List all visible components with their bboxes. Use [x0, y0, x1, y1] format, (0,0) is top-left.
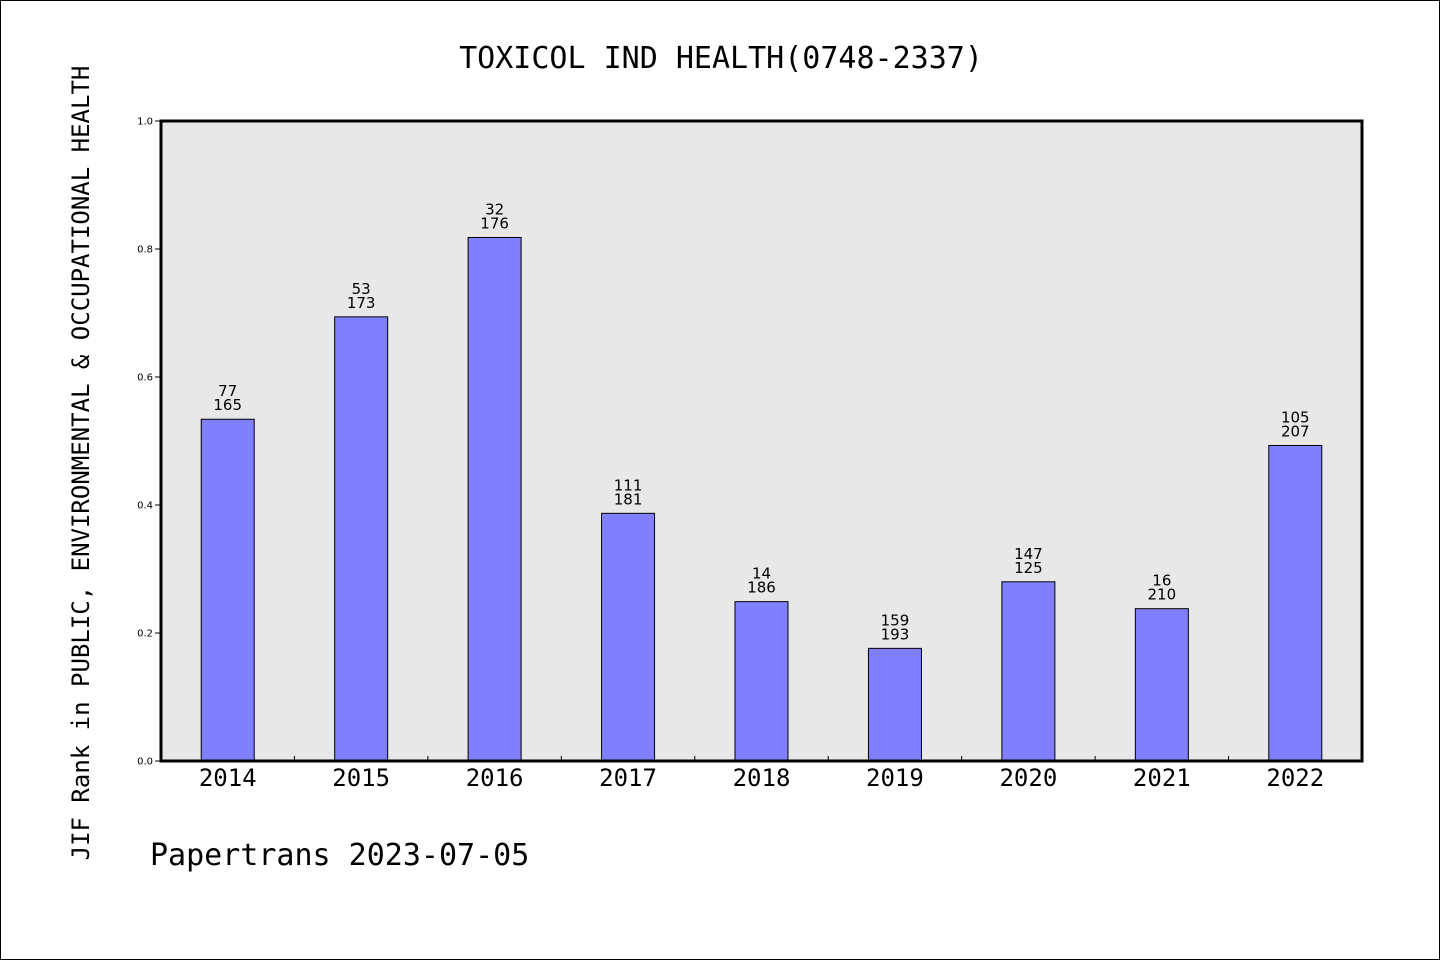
- bar-2019: [867, 647, 922, 762]
- bar-2021: [1134, 608, 1189, 762]
- data-label-top: 32: [485, 200, 504, 218]
- data-label-top: 111: [614, 476, 643, 494]
- data-label-bottom: 186: [747, 579, 776, 597]
- x-tick-label: 2021: [1133, 764, 1191, 792]
- data-label-bottom: 125: [1014, 559, 1043, 577]
- y-tick-label: 0.0: [137, 757, 153, 768]
- footer-note: Papertrans 2023-07-05: [150, 838, 529, 873]
- x-tick-label: 2016: [466, 764, 524, 792]
- data-label-top: 77: [218, 382, 237, 400]
- data-label-top: 105: [1281, 408, 1310, 426]
- x-tick-label: 2014: [199, 764, 257, 792]
- bar-2018: [734, 601, 789, 762]
- bar-2020: [1001, 581, 1056, 762]
- bar-2014: [200, 418, 255, 762]
- data-label-top: 16: [1152, 572, 1171, 590]
- data-label-bottom: 181: [614, 490, 643, 508]
- data-label-bottom: 193: [881, 625, 910, 643]
- y-tick-label: 0.8: [137, 245, 153, 256]
- y-tick-label: 0.2: [137, 629, 153, 640]
- data-label-bottom: 173: [347, 294, 376, 312]
- bar-2015: [334, 316, 389, 762]
- data-label-top: 159: [881, 611, 910, 629]
- x-tick-label: 2022: [1266, 764, 1324, 792]
- y-axis-label: JIF Rank in PUBLIC, ENVIRONMENTAL & OCCU…: [67, 66, 95, 861]
- x-tick-label: 2019: [866, 764, 924, 792]
- data-label-bottom: 207: [1281, 422, 1310, 440]
- data-label-top: 53: [352, 280, 371, 298]
- data-label-bottom: 176: [480, 214, 509, 232]
- x-tick-label: 2015: [332, 764, 390, 792]
- x-tick-label: 2017: [599, 764, 657, 792]
- bar-2017: [601, 512, 656, 762]
- data-label-top: 147: [1014, 545, 1043, 563]
- chart-title: TOXICOL IND HEALTH(0748-2337): [459, 41, 983, 76]
- data-label-bottom: 210: [1148, 586, 1177, 604]
- bar-2022: [1268, 444, 1323, 762]
- data-label-bottom: 165: [213, 396, 242, 414]
- x-tick-label: 2020: [999, 764, 1057, 792]
- y-tick-label: 0.4: [137, 501, 153, 512]
- data-label-top: 14: [752, 565, 771, 583]
- x-tick-label: 2018: [733, 764, 791, 792]
- y-tick-label: 1.0: [137, 117, 153, 128]
- bar-2016: [467, 236, 522, 762]
- y-tick-label: 0.6: [137, 373, 153, 384]
- plot-border: [159, 119, 1364, 763]
